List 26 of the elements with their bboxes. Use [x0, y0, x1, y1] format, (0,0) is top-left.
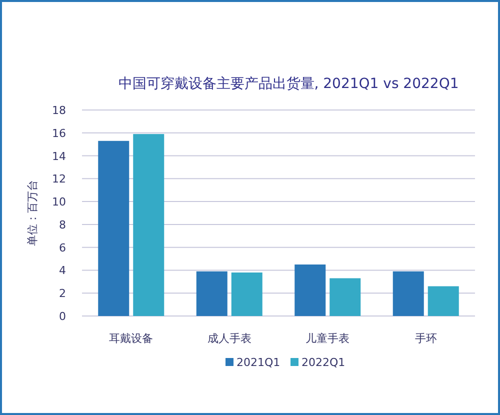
- y-tick-label: 2: [59, 287, 66, 300]
- y-tick-label: 14: [52, 150, 66, 163]
- x-tick-label: 成人手表: [207, 332, 252, 345]
- bar: [392, 271, 424, 316]
- y-tick-label: 12: [52, 172, 66, 186]
- bar: [231, 272, 262, 316]
- x-tick-label: 手环: [414, 332, 437, 345]
- y-tick-label: 4: [59, 264, 66, 278]
- x-tick-label: 耳戴设备: [109, 332, 154, 345]
- legend-label: 2022Q1: [302, 356, 346, 369]
- bar: [196, 271, 228, 316]
- legend-label: 2021Q1: [236, 356, 280, 369]
- y-axis-title: 单位：百万台: [26, 180, 39, 246]
- y-tick-label: 8: [59, 218, 66, 232]
- y-tick-label: 10: [52, 196, 66, 209]
- y-tick-label: 6: [59, 241, 66, 254]
- x-tick-label: 儿童手表: [306, 332, 350, 345]
- y-tick-label: 0: [59, 310, 66, 323]
- chart-title: 中国可穿戴设备主要产品出货量, 2021Q1 vs 2022Q1: [118, 76, 459, 92]
- bar: [428, 286, 459, 316]
- bar: [294, 264, 326, 316]
- y-tick-label: 16: [52, 126, 66, 140]
- y-tick-label: 18: [52, 104, 66, 117]
- bar: [98, 140, 130, 316]
- bar: [133, 134, 164, 316]
- bar: [330, 278, 361, 316]
